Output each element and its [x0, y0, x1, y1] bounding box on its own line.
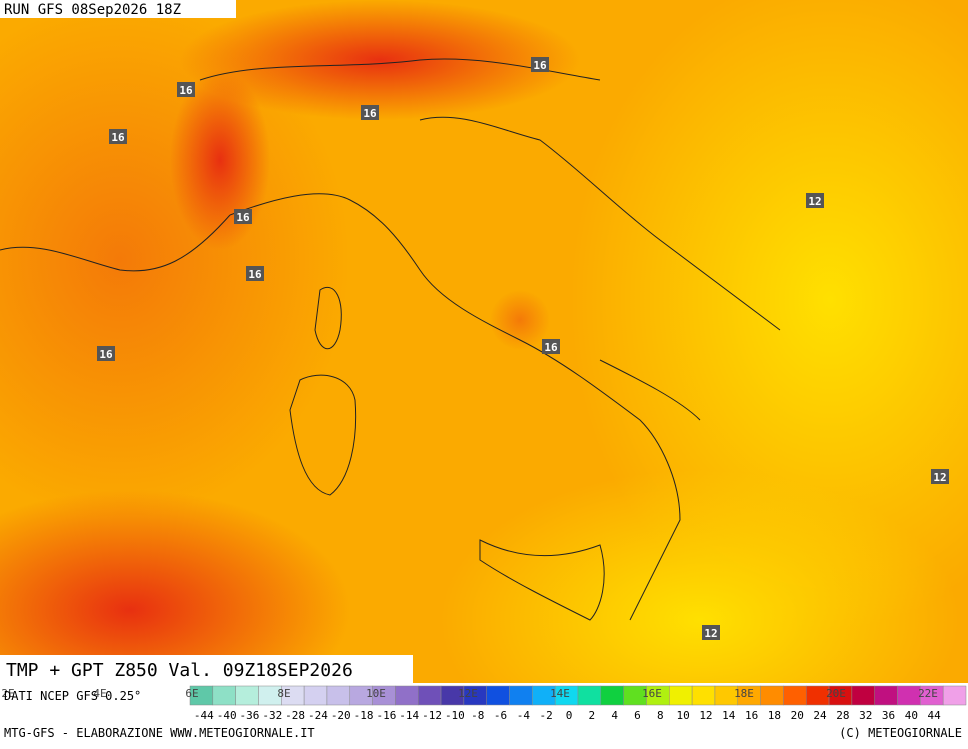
longitude-label: 4E [93, 687, 106, 700]
contour-label: 16 [111, 131, 125, 144]
colorbar-tick-label: 44 [928, 709, 942, 722]
longitude-label: 16E [642, 687, 662, 700]
colorbar-tick-label: 6 [634, 709, 641, 722]
colorbar-tick-label: -36 [240, 709, 260, 722]
colorbar-box [395, 685, 419, 706]
colorbar-box [212, 685, 236, 706]
contour-label-box [246, 266, 264, 281]
contour-label-box [542, 339, 560, 354]
colorbar-box [600, 685, 624, 706]
colorbar-tick-label: 18 [768, 709, 781, 722]
contour-label-box [702, 625, 720, 640]
colorbar-tick-label: -44 [194, 709, 214, 722]
longitude-label: 10E [366, 687, 386, 700]
colorbar-tick-label: -14 [399, 709, 419, 722]
colorbar-tick-label: -12 [422, 709, 442, 722]
colorbar-box [851, 685, 875, 706]
contour-label: 16 [99, 348, 113, 361]
colorbar-tick-label: -32 [262, 709, 282, 722]
colorbar-tick-label: -18 [354, 709, 374, 722]
header-box [0, 0, 236, 18]
footer-left: MTG-GFS - ELABORAZIONE WWW.METEOGIORNALE… [4, 726, 315, 740]
contour-label: 16 [236, 211, 250, 224]
colorbar-tick-label: -8 [471, 709, 484, 722]
contour-label: 16 [533, 59, 547, 72]
colorbar-tick-label: 20 [791, 709, 804, 722]
colorbar-tick-label: -16 [376, 709, 396, 722]
colorbar-box [326, 685, 351, 706]
contour-label-box [931, 469, 949, 484]
colorbar-tick-label: -10 [445, 709, 465, 722]
colorbar-box [509, 685, 533, 706]
colorbar-tick-label: 10 [676, 709, 689, 722]
colorbar-tick-label: 8 [657, 709, 664, 722]
colorbar-box [942, 685, 967, 706]
colorbar-box [303, 685, 328, 706]
colorbar-tick-label: 4 [611, 709, 618, 722]
contour-label: 16 [179, 84, 193, 97]
longitude-label: 20E [826, 687, 846, 700]
contour-label: 12 [704, 627, 717, 640]
contour-label: 12 [808, 195, 821, 208]
colorbar-tick-label: -40 [217, 709, 237, 722]
contour-label-box [361, 105, 379, 120]
contour-label-box [234, 209, 252, 224]
contour-label-box [109, 129, 127, 144]
colorbar-tick-label: 32 [859, 709, 872, 722]
colorbar-box [486, 685, 510, 706]
colorbar-tick-label: -4 [517, 709, 531, 722]
longitude-label: 12E [458, 687, 478, 700]
colorbar-box [874, 685, 898, 706]
longitude-label: 8E [277, 687, 290, 700]
colorbar-tick-label: 0 [566, 709, 573, 722]
contour-label: 12 [933, 471, 946, 484]
map-title: TMP + GPT Z850 Val. 09Z18SEP2026 [6, 660, 353, 681]
colorbar-box [235, 685, 259, 706]
colorbar-box [897, 685, 921, 706]
colorbar-tick-label: 36 [882, 709, 895, 722]
colorbar-tick-label: 12 [699, 709, 712, 722]
colorbar-tick-label: -2 [540, 709, 553, 722]
contour-label: 16 [544, 341, 558, 354]
source-label: DATI NCEP GFS 0.25° [4, 689, 141, 703]
footer-right: (C) METEOGIORNALE [839, 726, 962, 740]
coastlines [0, 58, 781, 621]
colorbar-tick-label: 28 [836, 709, 849, 722]
contour-label: 16 [248, 268, 262, 281]
colorbar-tick-label: 16 [745, 709, 758, 722]
colorbar-tick-label: 40 [905, 709, 918, 722]
contour-label-box [806, 193, 824, 208]
longitude-label: 6E [185, 687, 198, 700]
title-box [0, 655, 413, 683]
colorbar-box [691, 685, 716, 706]
contour-label: 16 [363, 107, 377, 120]
longitude-label: 22E [918, 687, 938, 700]
colorbar-tick-label: 24 [813, 709, 827, 722]
colorbar-tick-label: -6 [494, 709, 507, 722]
colorbar-tick-label: 14 [722, 709, 736, 722]
contour-label-box [531, 57, 549, 72]
colorbar-box [760, 685, 784, 706]
colorbar-tick-label: -20 [331, 709, 351, 722]
longitude-label: 14E [550, 687, 570, 700]
longitude-label: 2E [1, 687, 14, 700]
longitude-label: 18E [734, 687, 754, 700]
run-label: RUN GFS 08Sep2026 18Z [4, 2, 181, 18]
colorbar-box [417, 685, 442, 706]
contour-label-box [97, 346, 115, 361]
colorbar-tick-label: -28 [285, 709, 305, 722]
contour-label-box [177, 82, 195, 97]
colorbar-tick-label: -24 [308, 709, 328, 722]
colorbar-tick-label: 2 [589, 709, 596, 722]
colorbar-box [577, 685, 602, 706]
colorbar-box [783, 685, 807, 706]
colorbar-box [669, 685, 693, 706]
